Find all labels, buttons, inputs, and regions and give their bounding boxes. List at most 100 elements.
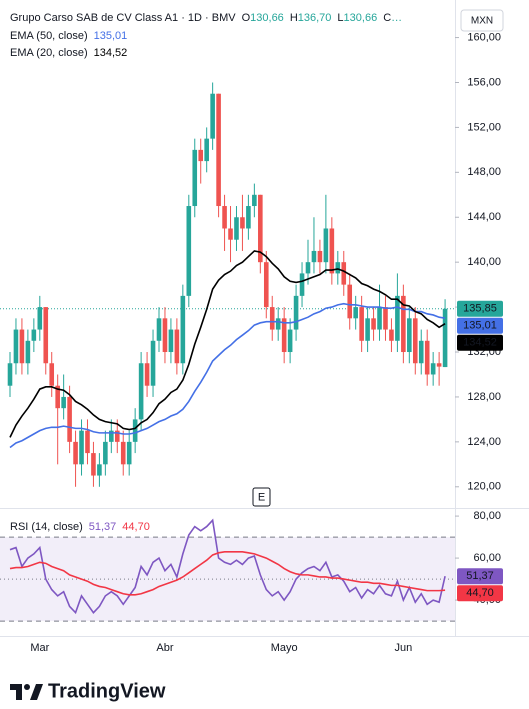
ohlc-name: C	[383, 12, 391, 24]
y-tick-label: 156,00	[467, 76, 501, 88]
candle-body	[389, 329, 394, 341]
brand-logo	[10, 684, 43, 700]
candle-body	[371, 318, 376, 330]
candle-body	[228, 228, 233, 240]
rsi-line	[9, 550, 446, 596]
legend-name: EMA (50, close)	[10, 30, 88, 42]
candle-body	[240, 217, 245, 229]
x-tick-label: Mar	[30, 642, 49, 654]
candle-body	[192, 149, 198, 207]
candle-body	[269, 307, 275, 330]
candle-body	[25, 340, 31, 364]
price-tag	[457, 568, 503, 585]
legend-value: 134,52	[94, 47, 128, 59]
candle-body	[222, 206, 227, 229]
currency-box[interactable]	[460, 9, 504, 32]
price-tag-label: 51,37	[466, 570, 494, 582]
ema-line	[9, 302, 446, 449]
price-tag-label: 135,85	[463, 303, 497, 315]
logo-shape	[24, 684, 30, 690]
event-marker: E	[258, 491, 265, 503]
candle-body	[138, 363, 144, 420]
candle-body	[13, 329, 19, 364]
candle-body	[162, 318, 168, 353]
candle-body	[168, 329, 174, 353]
candle-body	[67, 396, 72, 442]
ohlc-value: 130,66	[250, 12, 284, 24]
candle-body	[353, 307, 358, 319]
candle-body	[395, 295, 400, 341]
ema-line	[9, 250, 446, 438]
y-tick-label: 120,00	[467, 481, 501, 493]
legend-value: 51,37	[89, 521, 117, 533]
price-tag-label: 44,70	[466, 587, 494, 599]
price-tag	[457, 317, 503, 334]
candle-body	[281, 318, 287, 353]
y-tick-label: 140,00	[467, 256, 501, 268]
indicator-title: RSI (14, close)	[10, 521, 83, 533]
logo-shape	[10, 684, 22, 700]
candle-body	[275, 318, 281, 330]
candle-body	[85, 430, 90, 454]
candle-body	[37, 307, 43, 330]
ohlc-name: H	[290, 12, 298, 24]
price-tag	[457, 585, 503, 602]
candle-body	[79, 430, 84, 465]
candle-body	[359, 307, 364, 341]
legend-entry: EMA (50, close) 135,01	[10, 30, 127, 42]
price-tag-label: 135,01	[463, 320, 497, 332]
candle-body	[335, 262, 341, 274]
y-tick-label: 148,00	[467, 166, 501, 178]
candle-body	[234, 217, 239, 240]
candle-body	[156, 318, 162, 341]
candle-body	[180, 295, 186, 364]
ohlc-value: 130,66	[344, 12, 378, 24]
candle-body	[216, 93, 221, 207]
legend-title: Grupo Carso SAB de CV Class A1 · 1D · BM…	[10, 12, 402, 24]
x-tick-label: Mayo	[271, 642, 298, 654]
candle-body	[418, 340, 424, 364]
candle-body	[311, 250, 317, 263]
candle-body	[293, 295, 299, 330]
candle-body	[7, 363, 13, 386]
candle-body	[43, 307, 49, 364]
candle-body	[49, 363, 55, 386]
y-tick-label: 124,00	[467, 436, 501, 448]
candle-body	[198, 149, 204, 162]
candle-body	[263, 262, 269, 308]
candle-body	[430, 363, 436, 375]
ohlc-name: O	[242, 12, 251, 24]
price-tag-label: 134,52	[463, 337, 497, 349]
y-tick-label: 152,00	[467, 121, 501, 133]
candle-body	[424, 340, 430, 375]
candle-body	[150, 340, 156, 386]
currency: MXN	[471, 16, 493, 27]
candle-body	[287, 329, 293, 353]
chart-title: Grupo Carso SAB de CV Class A1 · 1D · BM…	[10, 12, 236, 24]
price-tag	[457, 300, 503, 317]
candle-body	[186, 206, 192, 296]
candle-body	[126, 441, 132, 465]
price-tag	[457, 334, 503, 351]
candle-body	[31, 329, 37, 341]
candle-body	[407, 318, 412, 353]
candle-body	[258, 194, 263, 263]
candle-body	[210, 93, 215, 139]
candle-body	[329, 228, 335, 274]
candle-body	[305, 262, 311, 274]
candle-body	[204, 138, 209, 162]
candle-body	[114, 430, 120, 442]
candle-body	[436, 363, 442, 367]
candle-body	[365, 318, 370, 341]
candle-body	[383, 307, 388, 330]
candle-body	[442, 308, 448, 368]
event-marker-box[interactable]	[252, 487, 271, 507]
legend-value: 135,01	[94, 30, 128, 42]
y-tick-label: 144,00	[467, 211, 501, 223]
candle-body	[103, 441, 108, 465]
candle-body	[377, 307, 382, 330]
y-tick-label: 60,00	[473, 552, 501, 564]
candle-body	[299, 273, 305, 296]
y-tick-label: 128,00	[467, 391, 501, 403]
